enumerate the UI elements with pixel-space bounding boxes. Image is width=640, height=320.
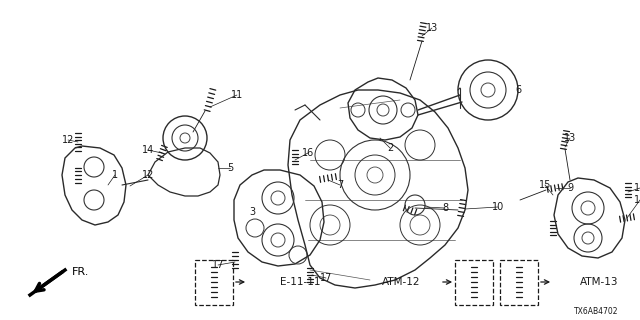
Text: E-11-11: E-11-11 bbox=[280, 277, 321, 287]
Text: FR.: FR. bbox=[72, 267, 90, 277]
Text: 10: 10 bbox=[492, 202, 504, 212]
Text: 15: 15 bbox=[539, 180, 551, 190]
Text: 13: 13 bbox=[426, 23, 438, 33]
Text: 6: 6 bbox=[515, 85, 521, 95]
Text: 12: 12 bbox=[62, 135, 74, 145]
Text: 11: 11 bbox=[231, 90, 243, 100]
Text: 13: 13 bbox=[564, 133, 576, 143]
Text: ATM-13: ATM-13 bbox=[580, 277, 618, 287]
Text: 5: 5 bbox=[227, 163, 233, 173]
Text: 8: 8 bbox=[442, 203, 448, 213]
Text: 17: 17 bbox=[320, 273, 332, 283]
Text: 15: 15 bbox=[634, 183, 640, 193]
Text: TX6AB4702: TX6AB4702 bbox=[573, 308, 618, 316]
Text: 14: 14 bbox=[142, 145, 154, 155]
Text: 3: 3 bbox=[249, 207, 255, 217]
Text: 12: 12 bbox=[142, 170, 154, 180]
Text: 17: 17 bbox=[212, 260, 224, 270]
Text: 9: 9 bbox=[567, 183, 573, 193]
Text: 1: 1 bbox=[112, 170, 118, 180]
Text: ATM-12: ATM-12 bbox=[381, 277, 420, 287]
Text: 16: 16 bbox=[302, 148, 314, 158]
Text: 7: 7 bbox=[337, 180, 343, 190]
Text: 13: 13 bbox=[634, 195, 640, 205]
Text: 2: 2 bbox=[387, 143, 393, 153]
